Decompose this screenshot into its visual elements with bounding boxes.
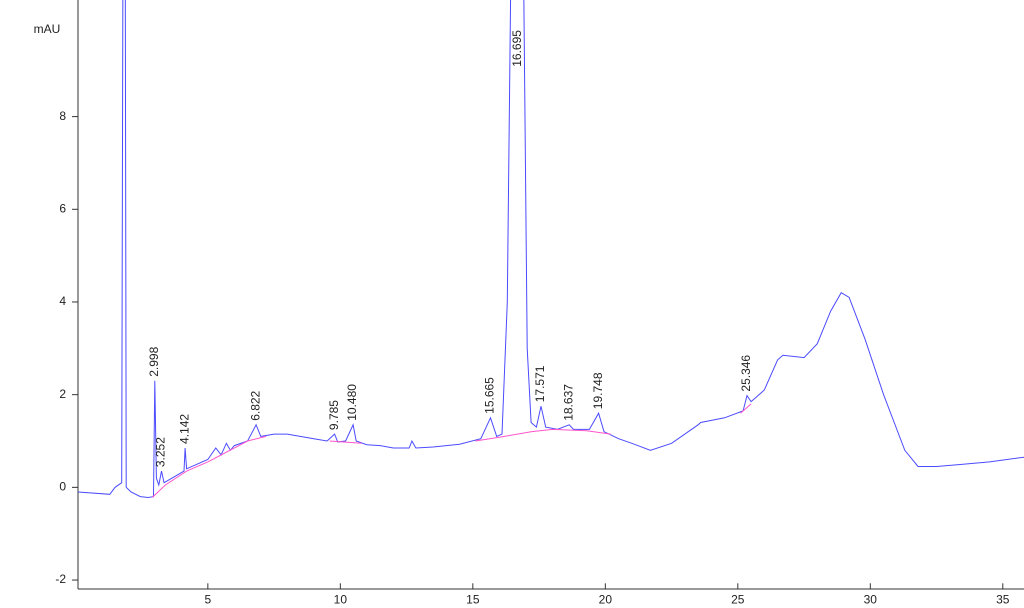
y-tick-label: -2 [55,572,66,586]
series-line [151,403,752,498]
y-tick-label: 6 [59,201,66,215]
x-tick-label: 10 [334,592,348,606]
peak-label: 3.252 [154,437,168,467]
peak-label: 16.695 [510,30,524,67]
peak-label: 15.665 [483,377,497,414]
peak-label: 2.998 [147,346,161,376]
y-axis-label: mAU [34,22,61,36]
y-tick-label: 2 [59,387,66,401]
peak-label: 18.637 [561,384,575,421]
peak-label: 6.822 [248,390,262,420]
x-tick-label: 5 [204,592,211,606]
peak-label: 9.785 [327,400,341,430]
y-tick-label: 0 [59,480,66,494]
x-tick-label: 30 [864,592,878,606]
peak-label: 19.748 [591,372,605,409]
y-tick-label: 8 [59,109,66,123]
x-tick-label: 35 [996,592,1010,606]
x-tick-label: 15 [466,592,480,606]
y-tick-label: 4 [59,294,66,308]
peak-label: 10.480 [345,384,359,421]
peak-label: 17.571 [533,365,547,402]
peak-label: 25.346 [739,355,753,392]
peak-label: 4.142 [177,414,191,444]
x-tick-label: 25 [731,592,745,606]
series-line [78,0,1024,499]
x-tick-label: 20 [599,592,613,606]
